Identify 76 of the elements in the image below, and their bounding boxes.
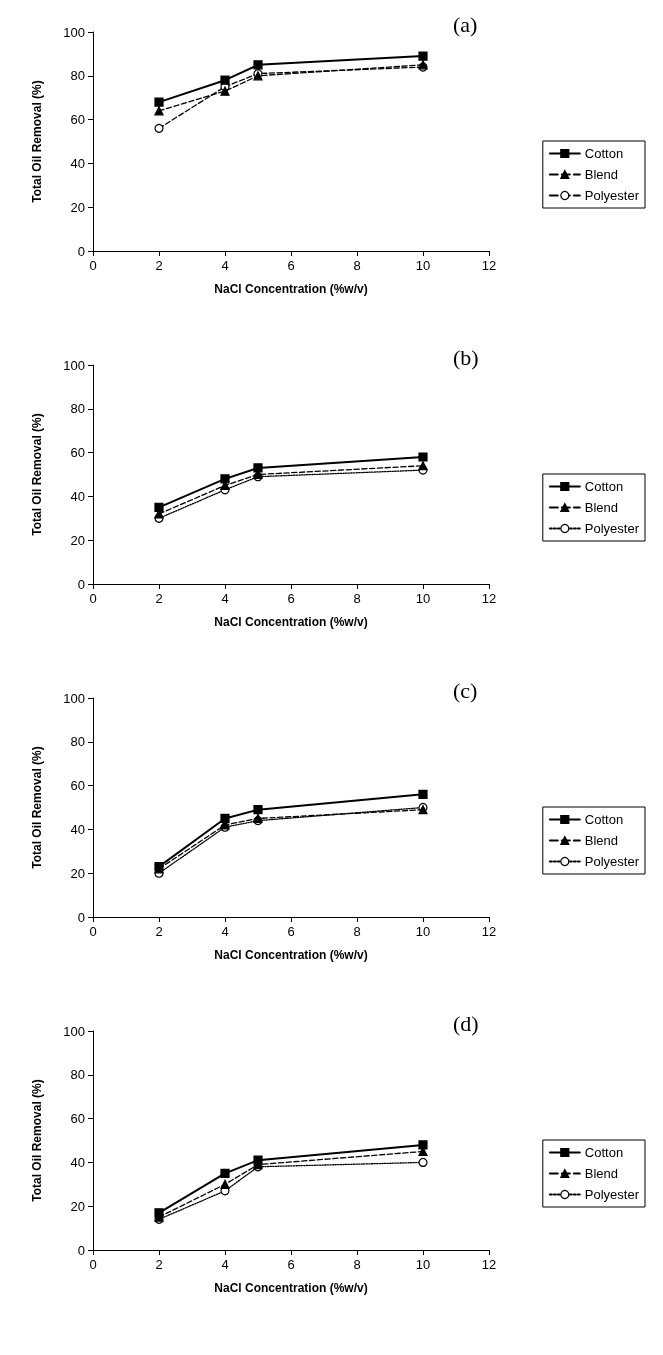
x-axis-title: NaCl Concentration (%w/v) [214,1281,368,1295]
legend-label: Blend [584,500,619,515]
y-tick-label: 0 [77,576,85,592]
x-tick-label: 12 [481,924,497,939]
y-tick-label: 0 [77,909,85,925]
y-tick-label: 0 [77,243,85,259]
y-tick-label: 80 [70,68,85,84]
legend-label: Cotton [584,1145,624,1160]
x-tick-label: 12 [481,591,497,606]
x-tick-label: 4 [221,1257,229,1272]
y-tick-label: 100 [63,24,85,40]
y-axis-title: Total Oil Removal (%) [30,80,44,203]
x-tick-label: 6 [287,1257,295,1272]
y-tick-label: 80 [70,734,85,750]
y-tick-label: 20 [70,865,85,881]
y-tick-label: 40 [70,1154,85,1170]
x-tick-label: 6 [287,924,295,939]
x-tick-label: 6 [287,591,295,606]
y-tick-label: 60 [70,445,85,461]
legend-label: Cotton [584,812,624,827]
chart-title: (d) [453,1010,479,1036]
x-tick-label: 8 [353,591,361,606]
x-tick-label: 4 [221,591,229,606]
legend-label: Polyester [584,521,640,536]
y-tick-label: 80 [70,401,85,417]
x-tick-label: 2 [155,258,163,273]
x-tick-label: 0 [89,924,97,939]
y-tick-label: 100 [63,357,85,373]
x-tick-label: 12 [481,1257,497,1272]
x-tick-label: 12 [481,258,497,273]
x-tick-label: 10 [415,1257,431,1272]
x-tick-label: 6 [287,258,295,273]
x-axis-title: NaCl Concentration (%w/v) [214,615,368,629]
y-tick-label: 60 [70,778,85,794]
y-axis-title: Total Oil Removal (%) [30,413,44,536]
y-tick-label: 20 [70,199,85,215]
legend-label: Polyester [584,1187,640,1202]
legend-label: Polyester [584,188,640,203]
y-axis-title: Total Oil Removal (%) [30,746,44,869]
y-tick-label: 20 [70,1198,85,1214]
x-tick-label: 8 [353,924,361,939]
x-axis-title: NaCl Concentration (%w/v) [214,948,368,962]
x-tick-label: 8 [353,1257,361,1272]
y-tick-label: 100 [63,690,85,706]
x-tick-label: 10 [415,924,431,939]
y-tick-label: 80 [70,1067,85,1083]
x-tick-label: 8 [353,258,361,273]
y-tick-label: 40 [70,155,85,171]
x-tick-label: 4 [221,924,229,939]
y-tick-label: 0 [77,1242,85,1258]
x-axis-title: NaCl Concentration (%w/v) [214,282,368,296]
y-tick-label: 60 [70,1111,85,1127]
x-tick-label: 0 [89,1257,97,1272]
y-axis-title: Total Oil Removal (%) [30,1079,44,1202]
chart-title: (a) [453,11,478,37]
x-tick-label: 4 [221,258,229,273]
legend-label: Cotton [584,146,624,161]
legend-label: Polyester [584,854,640,869]
x-tick-label: 10 [415,591,431,606]
x-tick-label: 0 [89,258,97,273]
legend-label: Cotton [584,479,624,494]
y-tick-label: 100 [63,1023,85,1039]
y-tick-label: 20 [70,532,85,548]
legend-label: Blend [584,1166,619,1181]
x-tick-label: 2 [155,924,163,939]
y-tick-label: 40 [70,488,85,504]
legend-label: Blend [584,167,619,182]
chart-title: (b) [453,344,479,370]
x-tick-label: 2 [155,591,163,606]
y-tick-label: 60 [70,112,85,128]
y-tick-label: 40 [70,821,85,837]
x-tick-label: 10 [415,258,431,273]
legend-label: Blend [584,833,619,848]
chart-title: (c) [453,677,478,703]
x-tick-label: 0 [89,591,97,606]
x-tick-label: 2 [155,1257,163,1272]
